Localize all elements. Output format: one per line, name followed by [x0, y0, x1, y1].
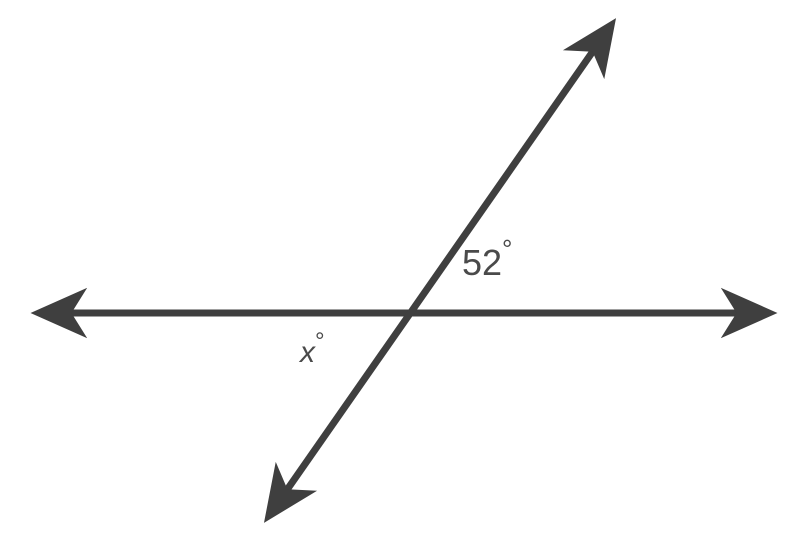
angle-x-value: x	[300, 336, 315, 369]
angle-label-x: x°	[300, 330, 325, 370]
diagonal-line	[282, 44, 598, 497]
angle-x-unit: °	[315, 328, 325, 355]
angle-diagram: 52° x°	[0, 0, 800, 539]
lines-svg	[0, 0, 800, 539]
angle-52-value: 52	[462, 242, 502, 283]
angle-label-52: 52°	[462, 238, 512, 284]
angle-52-unit: °	[502, 234, 512, 264]
